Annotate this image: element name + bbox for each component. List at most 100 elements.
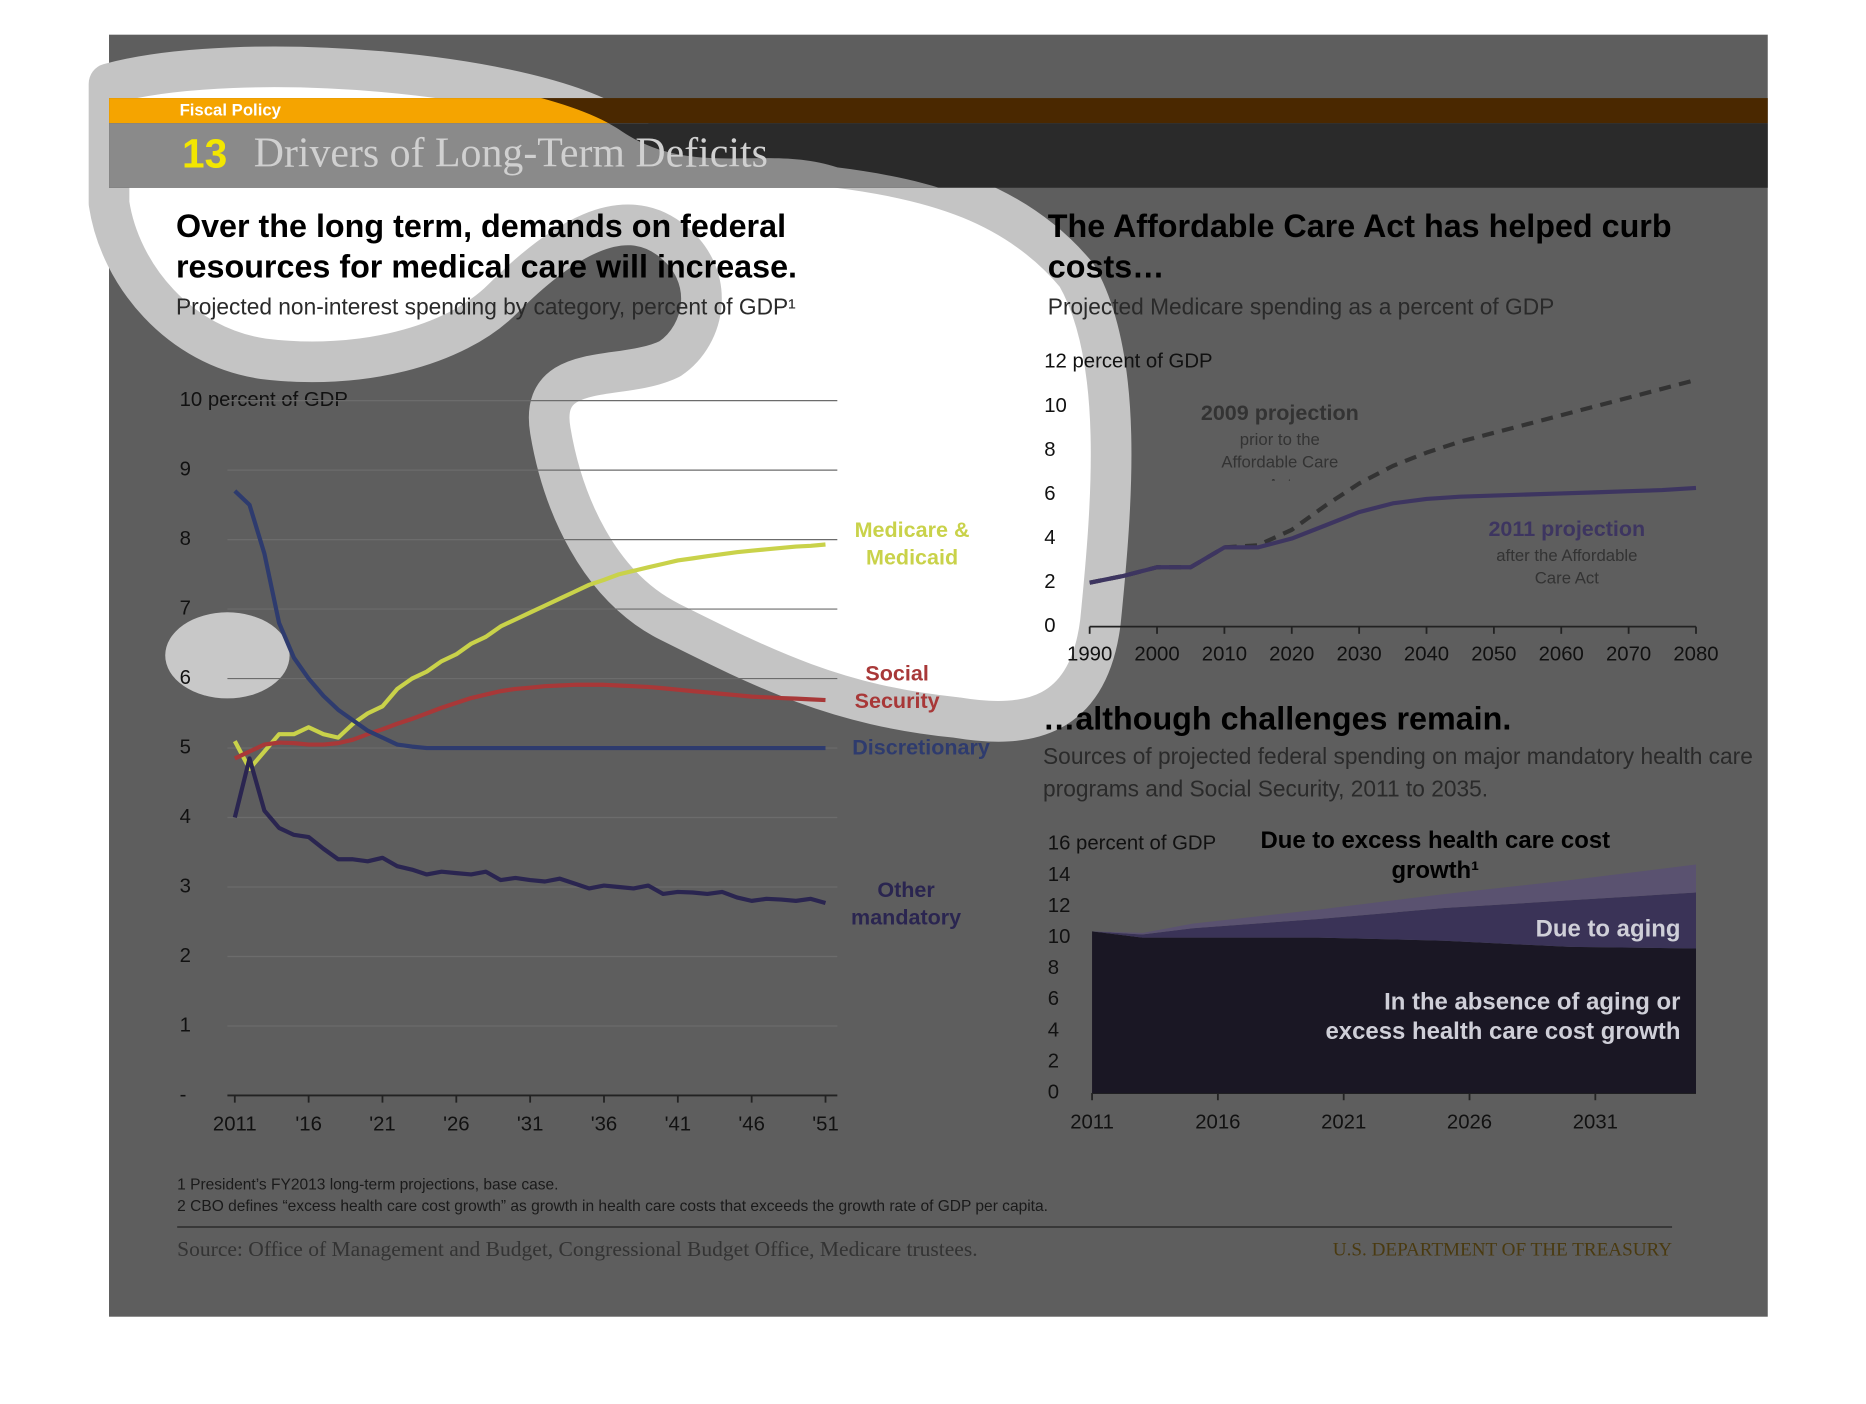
x-tick-label: 2000 <box>1134 644 1179 666</box>
series-note: after the Affordable Care Act <box>1496 545 1638 588</box>
y-tick-label: 3 <box>180 875 191 897</box>
chart-subtitle-box: Sources of projected federal spending on… <box>1043 745 1753 803</box>
x-tick-label: 2020 <box>1269 644 1314 666</box>
y-tick-label: 5 <box>180 736 191 758</box>
y-tick-label: 10 percent of GDP <box>180 389 348 411</box>
y-tick-label: 1 <box>180 1014 191 1036</box>
series-label: 2009 projection <box>1200 400 1359 425</box>
series-label-box: Medicare & Medicaid <box>854 517 970 570</box>
y-tick-label: 10 <box>1048 926 1071 948</box>
y-tick-label: 4 <box>180 806 191 828</box>
series-label: Medicare & Medicaid <box>854 517 970 570</box>
chart-title-box: …although challenges remain. <box>1043 700 1512 737</box>
x-tick-label: '21 <box>369 1114 396 1136</box>
series-label-box: In the absence of aging or excess health… <box>1325 989 1681 1046</box>
x-tick-label: '16 <box>295 1114 322 1136</box>
x-tick-label: 2021 <box>1321 1111 1366 1133</box>
series-line <box>232 756 827 906</box>
section-number: 13 <box>182 130 227 176</box>
x-tick-label: '51 <box>812 1114 838 1136</box>
y-tick-label: 8 <box>180 528 191 550</box>
series-label-box: 2009 projection <box>1200 400 1359 425</box>
series-label: Other mandatory <box>851 877 962 930</box>
chart-title-box: Over the long term, demands on federal r… <box>175 208 798 285</box>
series-line <box>232 542 826 771</box>
y-tick-label: 8 <box>1048 957 1059 979</box>
series-label-box: Social Security <box>854 661 940 713</box>
x-tick-label: 2080 <box>1673 644 1718 666</box>
series-note-box: after the Affordable Care Act <box>1496 545 1638 588</box>
y-tick-label: 6 <box>180 667 191 689</box>
y-tick-label: 7 <box>180 597 191 619</box>
y-tick-label: 2 <box>1044 571 1055 593</box>
y-tick-label: 4 <box>1044 527 1055 549</box>
y-tick-label: 0 <box>1048 1081 1059 1103</box>
x-tick-label: 2060 <box>1539 644 1584 666</box>
x-tick-label: '36 <box>591 1114 618 1136</box>
y-tick-label: 6 <box>1044 483 1055 505</box>
chart-subtitle-box: Projected Medicare spending as a percent… <box>1047 295 1555 321</box>
page-title: Drivers of Long-Term Deficits <box>254 130 768 176</box>
series-label-box: Due to aging <box>1535 916 1681 943</box>
x-tick-label: '26 <box>443 1114 470 1136</box>
plot: 0 2 4 6 8 10 12 percent of GDP 1990 2000 2010 2020… <box>1044 351 1718 666</box>
series-line <box>233 682 826 761</box>
series-label: Due to aging <box>1535 916 1681 943</box>
chart-subtitle: Sources of projected federal spending on… <box>1043 745 1753 803</box>
x-tick-label: 2010 <box>1202 644 1247 666</box>
x-tick-label: 2016 <box>1195 1111 1240 1133</box>
series-label: Due to excess health care cost growth¹ <box>1260 827 1611 884</box>
chart-subtitle: Projected Medicare spending as a percent… <box>1047 295 1555 321</box>
x-tick-label: 2070 <box>1606 644 1651 666</box>
series-label: Discretionary <box>852 735 990 760</box>
y-tick-label: - <box>180 1084 187 1106</box>
y-tick-label: 0 <box>1044 615 1055 637</box>
agency: U.S. DEPARTMENT OF THE TREASURY <box>1333 1239 1672 1260</box>
series-area <box>1092 931 1696 1094</box>
x-tick-label: '31 <box>517 1114 544 1136</box>
series-label: In the absence of aging or excess health… <box>1325 989 1681 1046</box>
x-tick-label: 2011 <box>213 1114 257 1136</box>
attention-spot <box>165 612 290 699</box>
y-tick-label: 14 <box>1048 864 1071 886</box>
x-tick-label: 2050 <box>1471 644 1516 666</box>
y-tick-label: 6 <box>1048 988 1059 1010</box>
source: Source: Office of Management and Budget,… <box>177 1237 977 1261</box>
section-label: Fiscal Policy <box>180 101 282 120</box>
series-area <box>1092 892 1696 949</box>
x-tick-label: 2031 <box>1573 1111 1618 1133</box>
series-label: 2011 projection <box>1488 516 1646 541</box>
y-tick-label: 9 <box>180 458 191 480</box>
x-tick-label: '46 <box>738 1114 765 1136</box>
series-label-box: Other mandatory <box>851 877 962 930</box>
series-area <box>1092 864 1696 935</box>
series-label-box: Discretionary <box>852 735 990 760</box>
y-tick-label: 2 <box>180 945 191 967</box>
series-label-box: Due to excess health care cost growth¹ <box>1260 827 1611 884</box>
chart-title-box: The Affordable Care Act has helped curb … <box>1047 208 1672 285</box>
series-label: Social Security <box>854 661 940 713</box>
x-tick-label: 2040 <box>1404 644 1449 666</box>
chart-title: The Affordable Care Act has helped curb … <box>1047 208 1672 285</box>
y-tick-label: 10 <box>1044 395 1067 417</box>
chart-title: …although challenges remain. <box>1043 700 1512 737</box>
x-tick-label: 1990 <box>1067 644 1112 666</box>
y-tick-label: 4 <box>1048 1019 1059 1041</box>
footnote: 2 CBO defines “excess health care cost g… <box>177 1198 1048 1215</box>
y-tick-label: 12 percent of GDP <box>1044 351 1212 373</box>
chart-subtitle-box: Projected non-interest spending by categ… <box>176 295 796 320</box>
x-tick-label: '41 <box>665 1114 691 1136</box>
series-line <box>233 489 826 751</box>
x-tick-label: 2011 <box>1070 1111 1114 1133</box>
series-line <box>1089 485 1697 585</box>
chart-title: Over the long term, demands on federal r… <box>175 208 798 285</box>
series-note-box: prior to the Affordable Care Act <box>1221 429 1339 480</box>
plot: - 1 2 3 4 5 6 7 8 9 10 percent of GDP 2011 '16 '21 '26… <box>180 389 839 1136</box>
y-tick-label: 12 <box>1048 895 1071 917</box>
x-tick-label: 2030 <box>1337 644 1382 666</box>
series-note: prior to the Affordable Care Act <box>1221 429 1339 480</box>
plot: 0 2 4 6 8 10 12 14 16 percent of GDP 2011 2016 2021… <box>1048 833 1696 1133</box>
footnote: 1 President’s FY2013 long-term projectio… <box>177 1176 558 1193</box>
